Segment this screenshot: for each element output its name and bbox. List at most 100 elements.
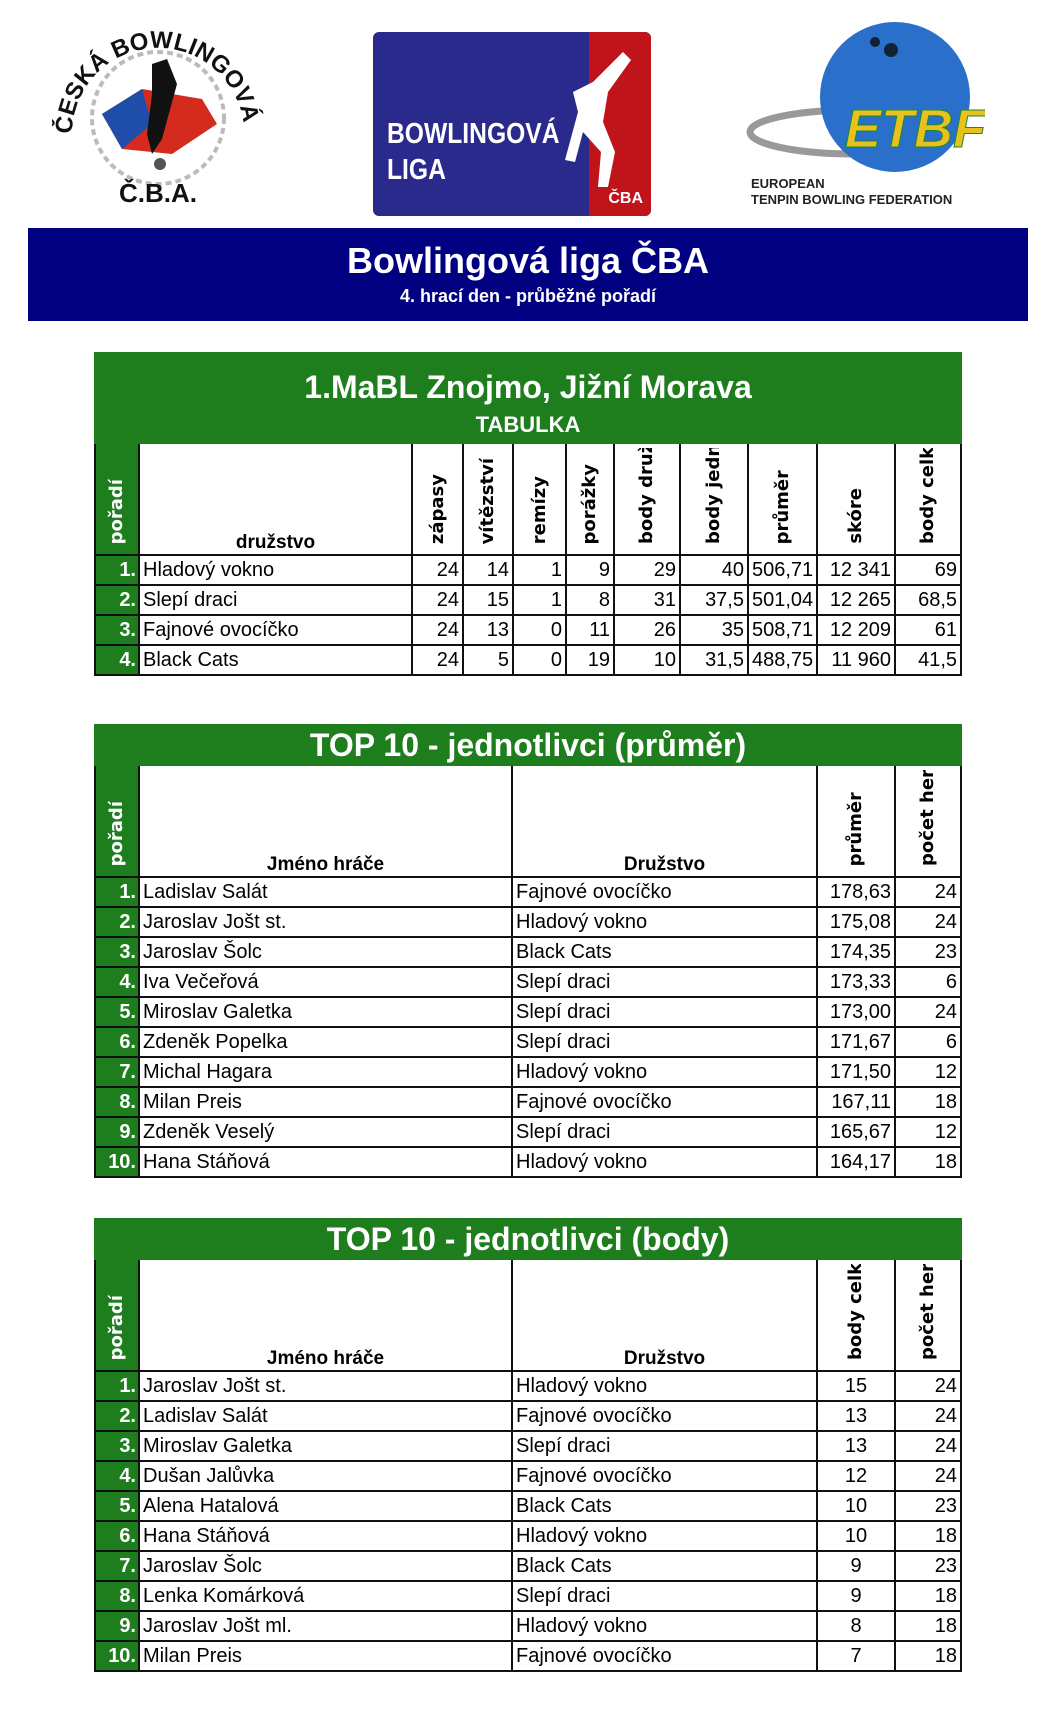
table-cell: 10 — [613, 644, 681, 676]
table-cell: 24 — [893, 1460, 963, 1492]
table-cell: 68,5 — [893, 584, 963, 616]
page-banner: Bowlingová liga ČBA 4. hrací den - průbě… — [28, 228, 1028, 321]
table-row: 4. Black Cats 24 5 0 19 10 31,5 488,75 11 960 41,5 — [94, 644, 963, 676]
table-cell: Slepí draci — [511, 1026, 818, 1058]
table-cell: 165,67 — [816, 1116, 896, 1148]
table-cell: 19 — [565, 644, 615, 676]
bowlingova-liga-logo: BOWLINGOVÁ LIGA ČBA — [373, 32, 651, 216]
table-cell: 173,00 — [816, 996, 896, 1028]
page-subtitle: 4. hrací den - průběžné pořadí — [399, 286, 657, 306]
cba-logo: ČESKÁ BOWLINGOVÁ ASOCIACE Č.B.A. — [43, 0, 266, 210]
rank-cell: 2. — [94, 584, 140, 616]
table-cell: 14 — [462, 554, 514, 586]
table-cell: Fajnové ovocíčko — [511, 1086, 818, 1118]
table-row: 8. Lenka Komárková Slepí draci 9 18 — [94, 1580, 963, 1612]
table-cell: 18 — [893, 1610, 963, 1642]
column-header-label: průměr — [771, 469, 793, 544]
table-cell: Fajnové ovocíčko — [138, 614, 413, 646]
table-cell: Miroslav Galetka — [138, 1430, 513, 1462]
table-cell: 69 — [893, 554, 963, 586]
table-cell: Slepí draci — [511, 1580, 818, 1612]
table-cell: Dušan Jalůvka — [138, 1460, 513, 1492]
column-header-label: body celkem — [845, 1264, 866, 1360]
rank-cell: 6. — [94, 1026, 140, 1058]
rank-cell: 2. — [94, 906, 140, 938]
liga-logo-line1: BOWLINGOVÁ — [387, 118, 560, 150]
table-cell: 164,17 — [816, 1146, 896, 1178]
page-title: Bowlingová liga ČBA — [346, 240, 710, 281]
logos-row: ČESKÁ BOWLINGOVÁ ASOCIACE Č.B.A. BOWLING… — [0, 0, 1056, 216]
column-header-label: zápasy — [426, 473, 448, 544]
table-cell: Jaroslav Jošt st. — [138, 1370, 513, 1402]
table-cell: 18 — [893, 1520, 963, 1552]
table-cell: Ladislav Salát — [138, 1400, 513, 1432]
column-header: počet her — [893, 764, 963, 878]
table-cell: 11 — [565, 614, 615, 646]
table-cell: Slepí draci — [511, 1430, 818, 1462]
etbf-logo: ETBF EUROPEAN TENPIN BOWLING FEDERATION — [745, 22, 989, 212]
table-cell: Slepí draci — [511, 966, 818, 998]
table-cell: 24 — [411, 614, 464, 646]
table-cell: Jaroslav Jošt ml. — [138, 1610, 513, 1642]
column-header: body celkem — [816, 1258, 896, 1372]
table-cell: 10 — [816, 1520, 896, 1552]
table-cell: 1 — [512, 554, 567, 586]
table-row: 2. Slepí draci 24 15 1 8 31 37,5 501,04 12 265 68,… — [94, 584, 963, 616]
table-cell: 23 — [893, 936, 963, 968]
table-cell: 12 209 — [816, 614, 896, 646]
table-cell: 6 — [893, 966, 963, 998]
table-cell: 37,5 — [679, 584, 749, 616]
table-cell: 174,35 — [816, 936, 896, 968]
table-row: 4. Iva Večeřová Slepí draci 173,33 6 — [94, 966, 963, 998]
table-row: 7. Michal Hagara Hladový vokno 171,50 12 — [94, 1056, 963, 1088]
table-cell: Fajnové ovocíčko — [511, 876, 818, 908]
table-cell: 41,5 — [893, 644, 963, 676]
rank-cell: 6. — [94, 1520, 140, 1552]
table-cell: 24 — [893, 1400, 963, 1432]
table-cell: Hladový vokno — [511, 1056, 818, 1088]
rank-cell: 1. — [94, 1370, 140, 1402]
table-cell: Black Cats — [511, 1490, 818, 1522]
top10-points-table: TOP 10 - jednotlivci (body) pořadí Jméno … — [93, 1218, 963, 1672]
table-cell: 24 — [411, 554, 464, 586]
column-header: pořadí — [94, 1258, 140, 1372]
rank-cell: 10. — [94, 1640, 140, 1672]
table-cell: 9 — [816, 1550, 896, 1582]
rank-cell: 8. — [94, 1086, 140, 1118]
column-header: Jméno hráče — [138, 1258, 513, 1372]
column-header: skóre — [816, 442, 896, 556]
table-cell: 171,50 — [816, 1056, 896, 1088]
table-cell: 11 960 — [816, 644, 896, 676]
column-header-label: počet her — [917, 1264, 939, 1360]
column-header: pořadí — [94, 442, 140, 556]
table-cell: 12 — [893, 1056, 963, 1088]
table-cell: 508,71 — [747, 614, 818, 646]
rank-cell: 3. — [94, 1430, 140, 1462]
table-cell: 24 — [893, 1370, 963, 1402]
liga-logo-badge: ČBA — [608, 190, 643, 207]
rank-cell: 5. — [94, 996, 140, 1028]
column-header-label: Jméno hráče — [266, 854, 385, 875]
rank-cell: 9. — [94, 1610, 140, 1642]
table-subtitle: TABULKA — [93, 406, 963, 444]
table-cell: 167,11 — [816, 1086, 896, 1118]
table-cell: Black Cats — [511, 936, 818, 968]
table-cell: 15 — [462, 584, 514, 616]
table-cell: Zdeněk Popelka — [138, 1026, 513, 1058]
table-cell: 18 — [893, 1580, 963, 1612]
column-header: body jednotlivci — [679, 442, 749, 556]
table-cell: 10 — [816, 1490, 896, 1522]
column-header-label: vítězství — [477, 457, 498, 544]
table-cell: 0 — [512, 644, 567, 676]
table-cell: 31,5 — [679, 644, 749, 676]
table-cell: 178,63 — [816, 876, 896, 908]
column-header-label: porážky — [579, 463, 600, 544]
table-cell: Miroslav Galetka — [138, 996, 513, 1028]
table-cell: 12 341 — [816, 554, 896, 586]
etbf-logo-letters: ETBF — [845, 99, 985, 159]
table-cell: Slepí draci — [511, 1116, 818, 1148]
table-cell: Hladový vokno — [511, 1520, 818, 1552]
table-cell: Fajnové ovocíčko — [511, 1640, 818, 1672]
table-cell: 9 — [565, 554, 615, 586]
column-header-label: Družstvo — [623, 854, 706, 875]
